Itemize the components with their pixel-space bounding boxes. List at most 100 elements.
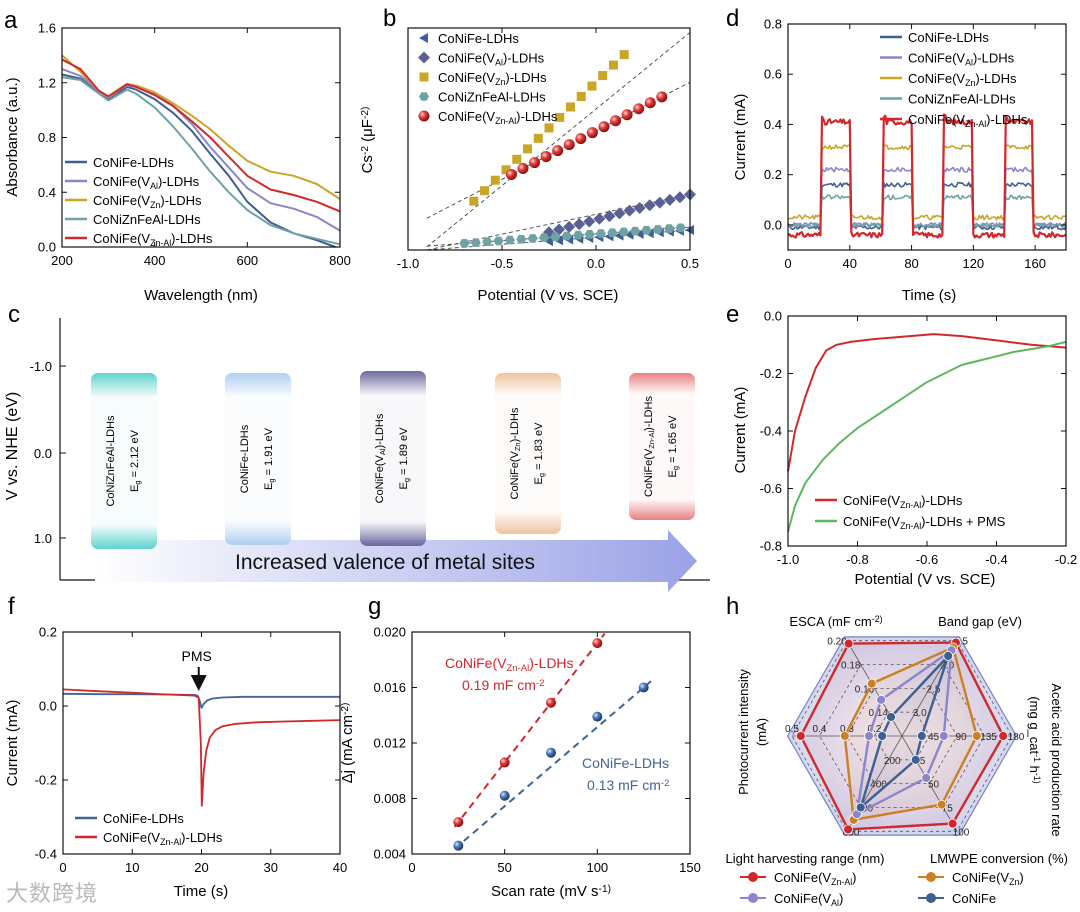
- band-gap-0: Eg = 2.12 eV: [129, 429, 142, 492]
- legend-item-0-text: CoNiFe-LDHs: [908, 30, 989, 45]
- f-ytick-label: -0.4: [35, 847, 57, 862]
- radar-point: [886, 712, 896, 722]
- radar-tick-label: 90: [955, 732, 967, 743]
- radar-point: [877, 731, 888, 741]
- legend-marker-2: [419, 72, 429, 82]
- panel-label-f: f: [8, 593, 15, 620]
- g-ytick-label: 0.008: [373, 791, 406, 806]
- legend-item-0-text: CoNiFe(VZn-Al)-LDHs: [843, 493, 963, 510]
- panel-g-ecsa-chart: 0 50 100 150 0.004 0.008 0.012 0.016 0.020 Scan r…: [339, 625, 701, 901]
- radar-tick-label: 2.5: [927, 684, 941, 695]
- e-ytick-label: 0.0: [764, 309, 782, 324]
- radar-axis-title-4: Light harvesting range (nm): [726, 851, 885, 866]
- x-axis-label: Scan rate (mV s-1): [491, 883, 611, 900]
- panel-f-current-time-chart: 0 10 20 30 40 0.2 0.0 -0.2 -0.4 Time (s) Current (…: [4, 625, 347, 901]
- data-point: [592, 711, 603, 722]
- d-ytick-label: 0.6: [764, 67, 782, 82]
- legend-item-0-text: CoNiFe-LDHs: [93, 155, 174, 170]
- data-point: [630, 226, 641, 236]
- series-line-3: [787, 194, 1067, 228]
- data-point: [550, 232, 561, 242]
- g-xtick-label: 150: [679, 860, 701, 875]
- watermark: 大数跨境: [6, 882, 99, 907]
- data-point: [664, 224, 675, 233]
- y-axis-label: Δj (mA cm-2): [339, 703, 356, 784]
- radar-axis-title-2b: (mg g_cat-1 h-1): [1027, 696, 1042, 783]
- data-point: [565, 102, 575, 112]
- data-point: [505, 169, 517, 181]
- d-ytick-label: 0.0: [764, 217, 782, 232]
- radar-point: [910, 754, 921, 765]
- c-ytick-label: -1.0: [30, 359, 52, 374]
- legend-marker-0: [419, 33, 428, 43]
- series-line-2: [787, 144, 1067, 221]
- band-name-2: CoNiFe(VAl)-LDHs: [374, 413, 387, 503]
- b-xtick-label: -1.0: [397, 256, 419, 271]
- radar-tick-label: 0.18: [841, 661, 861, 672]
- b-xtick-label: 0.0: [587, 256, 605, 271]
- panel-label-a: a: [4, 7, 18, 34]
- data-point: [576, 92, 586, 102]
- band-bar-1: [225, 373, 291, 545]
- panel-b-mott-schottky-chart: -1.0 -0.5 0.0 0.5 Potential (V vs. SCE) Cs-2 …: [359, 27, 699, 304]
- data-point: [539, 233, 550, 242]
- data-point: [633, 201, 646, 214]
- axes-frame: [787, 23, 1067, 251]
- data-point: [610, 115, 622, 127]
- d-xtick-label: 0: [784, 256, 791, 271]
- panel-label-d: d: [726, 5, 739, 32]
- data-point: [499, 757, 510, 768]
- legend-item-4-text: CoNiFe(VZn-Al)-LDHs: [908, 112, 1028, 129]
- data-point: [544, 236, 553, 247]
- d-xtick-label: 40: [843, 256, 857, 271]
- a-xtick-label: 800: [329, 253, 351, 268]
- series-line-3: [61, 76, 341, 246]
- radar-tick-label: 200: [884, 756, 901, 767]
- pms-annotation: PMS: [182, 648, 212, 664]
- series-line-1: [62, 688, 341, 807]
- radar-point: [855, 802, 866, 813]
- data-point: [453, 817, 464, 828]
- radar-legend-dot-0: [748, 872, 758, 882]
- y-axis-label: V vs. NHE (eV): [4, 392, 21, 500]
- radar-tick-label: 135: [980, 732, 997, 743]
- radar-tick-label: 75: [942, 803, 954, 814]
- annot-2-line1: CoNiFe-LDHs: [582, 755, 669, 771]
- annot-1-line1: CoNiFe(VZn-Al)-LDHs: [445, 655, 574, 674]
- legend-marker-3: [419, 92, 429, 101]
- series-line-0: [787, 333, 1067, 472]
- f-ytick-label: -0.2: [35, 773, 57, 788]
- data-point: [608, 60, 618, 70]
- d-ytick-label: 0.8: [764, 17, 782, 32]
- data-point: [482, 237, 493, 246]
- data-point: [621, 109, 633, 121]
- radar-tick-label: 0.2: [868, 724, 882, 735]
- band-bar-0: [91, 373, 157, 549]
- data-point: [546, 747, 556, 758]
- radar-tick-label: 0.14: [869, 708, 889, 719]
- radar-point: [938, 731, 949, 741]
- data-point: [638, 682, 649, 693]
- series-line-0: [62, 692, 340, 709]
- data-point: [555, 112, 565, 122]
- g-xtick-label: 100: [586, 860, 608, 875]
- data-point: [634, 228, 644, 239]
- radar-point: [943, 651, 954, 661]
- data-point: [613, 207, 626, 220]
- band-bar-3: [495, 373, 561, 534]
- d-ytick-label: 0.4: [764, 117, 782, 132]
- data-point: [575, 133, 587, 145]
- legend-text-3: CoNiZnFeAl-LDHs: [438, 90, 546, 105]
- legend-item-2-text: CoNiFe(VZn)-LDHs: [93, 193, 202, 210]
- f-xtick-label: 10: [125, 860, 139, 875]
- data-point: [540, 151, 552, 163]
- g-ytick-label: 0.016: [373, 680, 406, 695]
- data-point: [459, 239, 470, 248]
- data-point: [656, 91, 668, 103]
- legend-item-2-text: CoNiFe(VZn)-LDHs: [908, 71, 1017, 88]
- axes-frame: [407, 27, 691, 251]
- radar-axis-title-1: Band gap (eV): [938, 614, 1022, 629]
- data-point: [469, 196, 479, 206]
- annot-2-line2: 0.13 mF cm-2: [587, 777, 669, 793]
